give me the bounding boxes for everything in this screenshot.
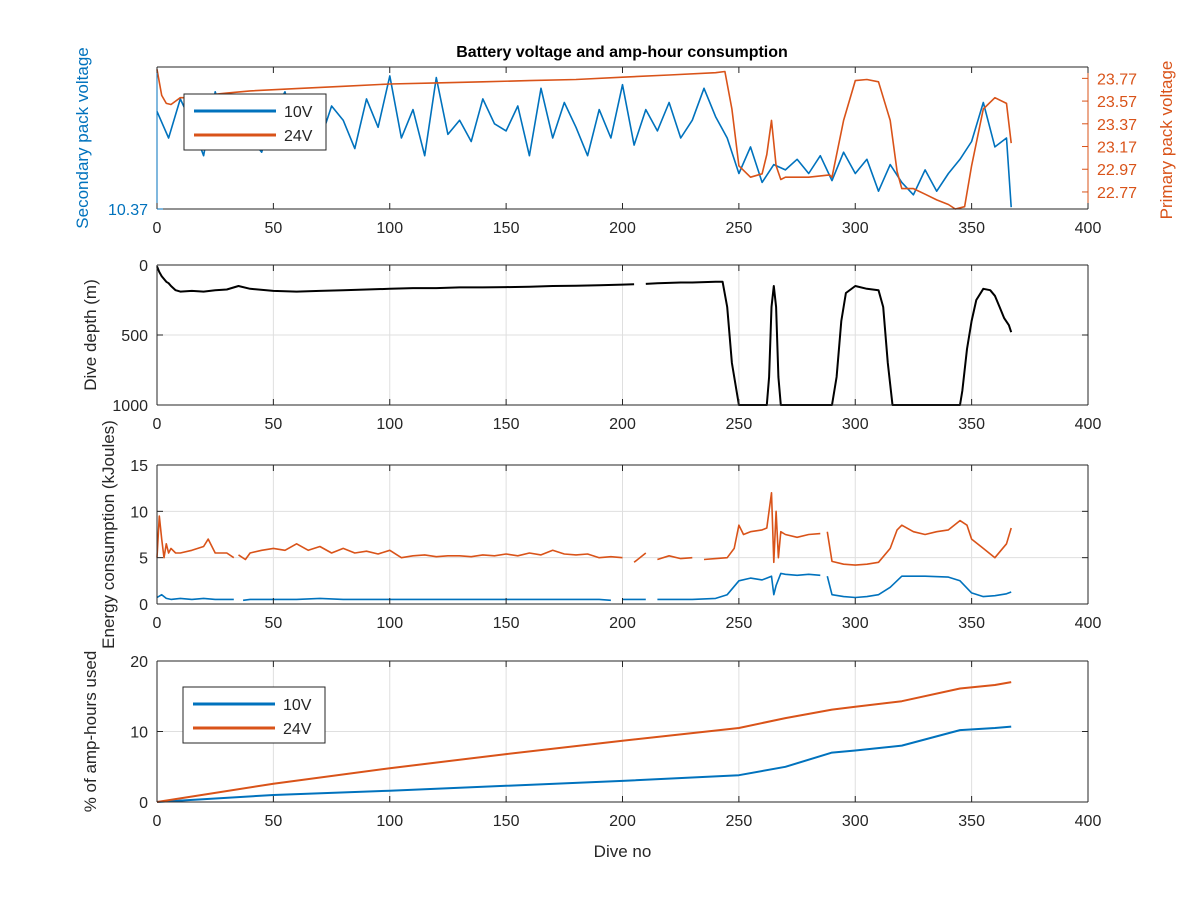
series-line-24v (156, 69, 1012, 210)
x-tick-label: 300 (842, 615, 869, 632)
y-tick-label-right: 22.77 (1097, 185, 1137, 202)
y-tick-label: 1000 (112, 398, 148, 415)
x-tick-label: 250 (726, 615, 753, 632)
figure-title: Battery voltage and amp-hour consumption (456, 44, 788, 61)
x-tick-label: 200 (609, 615, 636, 632)
x-tick-label: 150 (493, 615, 520, 632)
x-tick-label: 150 (493, 220, 520, 237)
chart-panel-4: 0 50 100 150 200 250 300 350 400 0 10 20 % of amp-ho… (81, 651, 1101, 861)
y-axis-label: Dive depth (m) (81, 279, 100, 390)
y-tick-label: 20 (130, 654, 148, 671)
legend-label-10v: 10V (283, 697, 312, 714)
y-tick-label: 10 (130, 504, 148, 521)
x-tick-label: 350 (958, 416, 985, 433)
y-tick-label-left: 10.37 (108, 202, 148, 219)
series-line-24v (156, 492, 1012, 566)
y-tick-label: 500 (121, 328, 148, 345)
y-tick-label: 15 (130, 458, 148, 475)
x-tick-label: 100 (376, 615, 403, 632)
legend-label-24v: 24V (283, 721, 312, 738)
x-tick-label: 250 (726, 813, 753, 830)
x-tick-label: 100 (376, 220, 403, 237)
chart-panel-1: 0 50 100 150 200 250 300 350 400 10.37 23.77 23.57 2… (73, 47, 1176, 237)
x-tick-label: 100 (376, 813, 403, 830)
chart-panel-3: 0 50 100 150 200 250 300 350 400 0 5 10 15 Energy con… (99, 420, 1101, 649)
legend-box (182, 686, 326, 744)
x-tick-label: 150 (493, 416, 520, 433)
y-axis-label: Energy consumption (kJoules) (99, 420, 118, 649)
y-tick-label: 0 (139, 258, 148, 275)
series-line-10v (156, 572, 1012, 602)
y-axis-label-left: Secondary pack voltage (73, 47, 92, 228)
x-tick-label: 350 (958, 615, 985, 632)
x-tick-label: 50 (264, 615, 282, 632)
y-axis-label-right: Primary pack voltage (1157, 61, 1176, 220)
legend-label-10v: 10V (284, 104, 313, 121)
y-tick-label: 10 (130, 725, 148, 742)
x-tick-label: 400 (1075, 813, 1102, 830)
y-tick-label-right: 23.17 (1097, 140, 1137, 157)
x-tick-label: 250 (726, 220, 753, 237)
x-tick-label: 300 (842, 813, 869, 830)
x-tick-label: 0 (153, 813, 162, 830)
y-tick-label-right: 23.37 (1097, 117, 1137, 134)
series-line-24v (156, 681, 1012, 803)
x-tick-label: 300 (842, 416, 869, 433)
x-tick-label: 150 (493, 813, 520, 830)
x-tick-label: 50 (264, 416, 282, 433)
x-tick-label: 0 (153, 615, 162, 632)
legend-label-24v: 24V (284, 128, 313, 145)
chart-panel-2: 0 50 100 150 200 250 300 350 400 0 500 1000 Dive dep… (81, 258, 1101, 433)
x-tick-label: 400 (1075, 220, 1102, 237)
legend-box (183, 93, 327, 151)
y-axis-label: % of amp-hours used (81, 651, 100, 813)
x-tick-label: 250 (726, 416, 753, 433)
x-tick-label: 350 (958, 813, 985, 830)
series-line-10v (156, 725, 1012, 803)
y-tick-label-right: 23.57 (1097, 94, 1137, 111)
x-tick-label: 350 (958, 220, 985, 237)
y-tick-label: 5 (139, 551, 148, 568)
y-tick-label-right: 22.97 (1097, 162, 1137, 179)
x-tick-label: 0 (153, 220, 162, 237)
x-tick-label: 0 (153, 416, 162, 433)
x-tick-label: 300 (842, 220, 869, 237)
y-tick-label-right: 23.77 (1097, 71, 1137, 88)
x-tick-label: 400 (1075, 615, 1102, 632)
x-tick-label: 50 (264, 813, 282, 830)
x-tick-label: 200 (609, 220, 636, 237)
x-tick-label: 200 (609, 416, 636, 433)
x-tick-label: 100 (376, 416, 403, 433)
x-tick-label: 400 (1075, 416, 1102, 433)
y-tick-label: 0 (139, 597, 148, 614)
y-tick-label: 0 (139, 795, 148, 812)
x-tick-label: 50 (264, 220, 282, 237)
x-tick-label: 200 (609, 813, 636, 830)
x-axis-label: Dive no (594, 842, 652, 861)
